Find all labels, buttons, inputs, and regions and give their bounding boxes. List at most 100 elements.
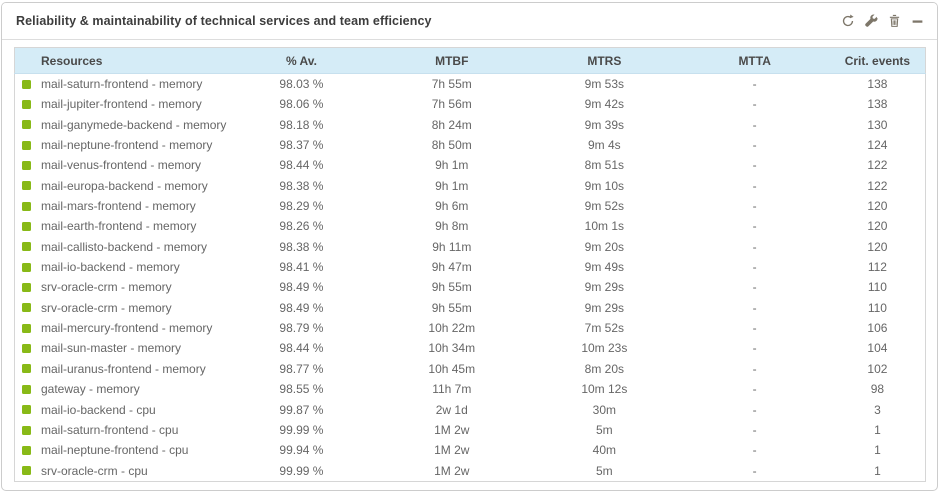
table-header-row: Resources % Av. MTBF MTRS MTTA Crit. eve… — [14, 47, 926, 74]
resource-cell: mail-europa-backend - memory — [15, 176, 229, 196]
availability-cell: 98.79 % — [279, 321, 324, 336]
table-row[interactable]: srv-oracle-crm - memory 98.49 % 9h 55m 9… — [15, 277, 926, 297]
crit-events-cell: 122 — [867, 178, 888, 193]
table-container: Resources % Av. MTBF MTRS MTTA Crit. eve… — [14, 47, 926, 482]
column-header-mtrs[interactable]: MTRS — [529, 47, 680, 74]
mtrs-cell: 9m 20s — [584, 239, 625, 254]
mtrs-cell: 30m — [592, 402, 617, 417]
resource-cell: mail-saturn-frontend - memory — [15, 74, 229, 95]
crit-events-cell: 122 — [867, 158, 888, 173]
collapse-icon[interactable] — [909, 13, 925, 29]
mtta-cell: - — [752, 280, 757, 295]
availability-cell: 98.49 % — [279, 300, 324, 315]
availability-cell: 98.49 % — [279, 280, 324, 295]
table-row[interactable]: mail-neptune-frontend - cpu 99.94 % 1M 2… — [15, 440, 926, 460]
status-ok-icon — [22, 222, 31, 232]
mtta-cell: - — [752, 402, 757, 417]
mtbf-cell: 10h 22m — [428, 321, 476, 336]
mtta-cell: - — [752, 361, 757, 376]
resource-name: mail-neptune-frontend - cpu — [41, 443, 189, 458]
mtrs-cell: 8m 20s — [584, 361, 625, 376]
column-header-crit-events[interactable]: Crit. events — [829, 47, 926, 74]
mtbf-cell: 11h 7m — [432, 382, 472, 397]
resource-name: mail-io-backend - cpu — [41, 402, 156, 417]
status-ok-icon — [22, 323, 31, 333]
availability-cell: 98.18 % — [279, 117, 324, 132]
mtbf-cell: 8h 24m — [431, 117, 472, 132]
mtrs-cell: 9m 42s — [584, 97, 625, 112]
resource-name: srv-oracle-crm - memory — [41, 300, 172, 315]
table-row[interactable]: mail-sun-master - memory 98.44 % 10h 34m… — [15, 338, 926, 358]
resource-cell: mail-mercury-frontend - memory — [15, 318, 229, 338]
table-row[interactable]: mail-venus-frontend - memory 98.44 % 9h … — [15, 155, 926, 175]
mtrs-cell: 5m — [596, 422, 613, 437]
resource-name: srv-oracle-crm - memory — [41, 280, 172, 295]
mtta-cell: - — [752, 422, 757, 437]
status-ok-icon — [22, 100, 31, 110]
status-ok-icon — [22, 303, 31, 313]
resource-cell: srv-oracle-crm - cpu — [15, 461, 229, 482]
column-header-mtta[interactable]: MTTA — [679, 47, 830, 74]
table-row[interactable]: mail-saturn-frontend - cpu 99.99 % 1M 2w… — [15, 420, 926, 440]
mtbf-cell: 10h 45m — [428, 361, 476, 376]
resource-name: mail-uranus-frontend - memory — [41, 361, 206, 376]
status-ok-icon — [22, 262, 31, 272]
resource-cell: mail-earth-frontend - memory — [15, 216, 229, 236]
wrench-icon[interactable] — [863, 13, 879, 29]
refresh-icon[interactable] — [840, 13, 856, 29]
mtrs-cell: 10m 1s — [584, 219, 625, 234]
table-row[interactable]: mail-callisto-backend - memory 98.38 % 9… — [15, 237, 926, 257]
resource-name: mail-europa-backend - memory — [41, 178, 208, 193]
table-row[interactable]: mail-saturn-frontend - memory 98.03 % 7h… — [15, 74, 926, 95]
resource-cell: mail-neptune-frontend - memory — [15, 135, 229, 155]
crit-events-cell: 120 — [867, 219, 888, 234]
table-row[interactable]: mail-earth-frontend - memory 98.26 % 9h … — [15, 216, 926, 236]
resource-cell: mail-saturn-frontend - cpu — [15, 420, 229, 440]
table-row[interactable]: mail-ganymede-backend - memory 98.18 % 8… — [15, 115, 926, 135]
resource-name: mail-venus-frontend - memory — [41, 158, 202, 173]
mtrs-cell: 9m 29s — [584, 280, 625, 295]
mtrs-cell: 5m — [596, 463, 613, 478]
availability-cell: 98.26 % — [279, 219, 324, 234]
mtbf-cell: 9h 1m — [435, 178, 469, 193]
column-header-resources[interactable]: Resources — [14, 47, 229, 74]
table-row[interactable]: mail-io-backend - memory 98.41 % 9h 47m … — [15, 257, 926, 277]
table-row[interactable]: srv-oracle-crm - cpu 99.99 % 1M 2w 5m - … — [15, 461, 926, 482]
status-ok-icon — [22, 181, 31, 191]
status-ok-icon — [22, 79, 31, 89]
mtrs-cell: 9m 29s — [584, 300, 625, 315]
table-row[interactable]: mail-io-backend - cpu 99.87 % 2w 1d 30m … — [15, 400, 926, 420]
resource-name: mail-ganymede-backend - memory — [41, 117, 227, 132]
table-row[interactable]: srv-oracle-crm - memory 98.49 % 9h 55m 9… — [15, 298, 926, 318]
crit-events-cell: 110 — [867, 280, 887, 295]
table-row[interactable]: mail-europa-backend - memory 98.38 % 9h … — [15, 176, 926, 196]
mtta-cell: - — [752, 117, 757, 132]
status-ok-icon — [22, 364, 31, 374]
table-row[interactable]: mail-neptune-frontend - memory 98.37 % 8… — [15, 135, 926, 155]
resource-name: mail-sun-master - memory — [41, 341, 182, 356]
table-row[interactable]: mail-uranus-frontend - memory 98.77 % 10… — [15, 359, 926, 379]
trash-icon[interactable] — [886, 13, 902, 29]
column-header-availability[interactable]: % Av. — [228, 47, 375, 74]
crit-events-cell: 106 — [867, 321, 888, 336]
resource-name: mail-mars-frontend - memory — [41, 199, 196, 214]
availability-cell: 99.99 % — [279, 463, 324, 478]
resource-name: mail-neptune-frontend - memory — [41, 138, 213, 153]
mtta-cell: - — [752, 260, 757, 275]
mtta-cell: - — [752, 158, 757, 173]
table-row[interactable]: mail-mars-frontend - memory 98.29 % 9h 6… — [15, 196, 926, 216]
mtrs-cell: 7m 52s — [584, 321, 625, 336]
availability-cell: 98.44 % — [279, 341, 324, 356]
crit-events-cell: 3 — [874, 402, 881, 417]
table-row[interactable]: mail-mercury-frontend - memory 98.79 % 1… — [15, 318, 926, 338]
availability-cell: 98.38 % — [279, 239, 324, 254]
table-row[interactable]: mail-jupiter-frontend - memory 98.06 % 7… — [15, 94, 926, 114]
mtrs-cell: 10m 23s — [581, 341, 628, 356]
resource-name: mail-mercury-frontend - memory — [41, 321, 213, 336]
resource-name: gateway - memory — [41, 382, 140, 397]
table-row[interactable]: gateway - memory 98.55 % 11h 7m 10m 12s … — [15, 379, 926, 399]
availability-cell: 99.87 % — [279, 402, 324, 417]
mtta-cell: - — [752, 199, 757, 214]
column-header-mtbf[interactable]: MTBF — [374, 47, 530, 74]
status-ok-icon — [22, 140, 31, 150]
